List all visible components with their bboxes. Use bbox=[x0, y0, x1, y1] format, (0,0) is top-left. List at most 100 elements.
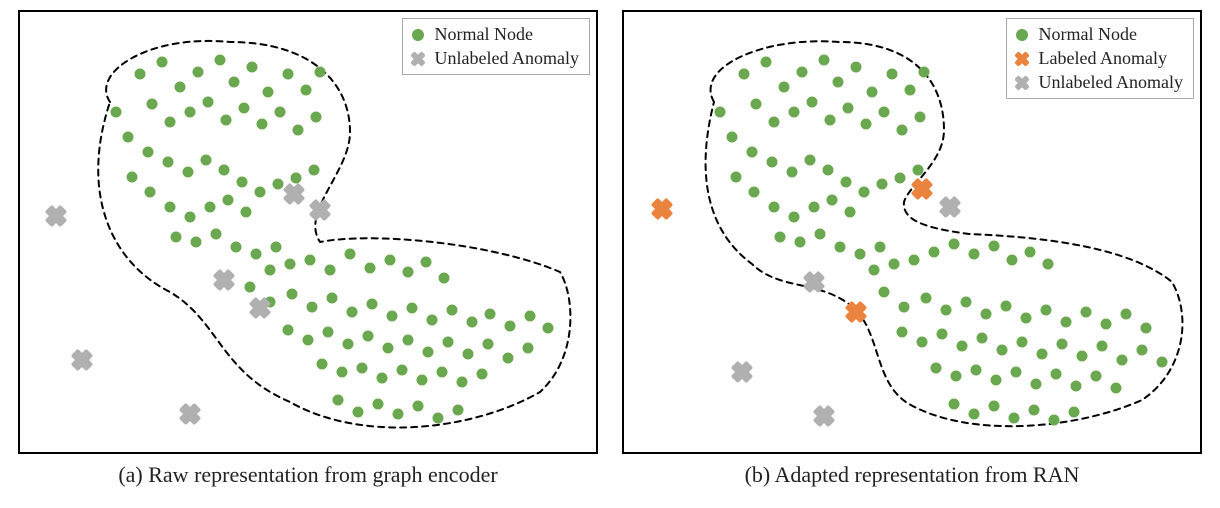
normal-node bbox=[1071, 381, 1082, 392]
normal-node bbox=[191, 237, 202, 248]
normal-node bbox=[779, 82, 790, 93]
normal-node bbox=[739, 69, 750, 80]
legend-label: Unlabeled Anomaly bbox=[435, 48, 579, 69]
normal-node bbox=[931, 363, 942, 374]
normal-node bbox=[383, 343, 394, 354]
normal-node bbox=[403, 267, 414, 278]
normal-node bbox=[165, 117, 176, 128]
normal-node bbox=[543, 323, 554, 334]
normal-node bbox=[221, 115, 232, 126]
normal-node bbox=[929, 247, 940, 258]
normal-node bbox=[1137, 345, 1148, 356]
normal-node bbox=[367, 299, 378, 310]
normal-node bbox=[287, 289, 298, 300]
normal-node bbox=[317, 359, 328, 370]
normal-node bbox=[1061, 317, 1072, 328]
normal-node bbox=[377, 373, 388, 384]
anomaly-marker bbox=[174, 398, 205, 429]
normal-node bbox=[775, 232, 786, 243]
normal-node bbox=[333, 395, 344, 406]
normal-node bbox=[325, 265, 336, 276]
normal-node bbox=[127, 172, 138, 183]
normal-node bbox=[961, 297, 972, 308]
legend-item: Unlabeled Anomaly bbox=[1013, 72, 1183, 93]
normal-node bbox=[307, 302, 318, 313]
normal-node bbox=[841, 177, 852, 188]
anomaly-marker bbox=[840, 296, 871, 327]
normal-node bbox=[467, 317, 478, 328]
normal-node bbox=[485, 309, 496, 320]
normal-node bbox=[795, 237, 806, 248]
normal-node bbox=[751, 99, 762, 110]
normal-node bbox=[251, 249, 262, 260]
dot-icon bbox=[1013, 26, 1031, 44]
normal-node bbox=[767, 157, 778, 168]
normal-node bbox=[393, 409, 404, 420]
anomaly-marker bbox=[906, 173, 937, 204]
normal-node bbox=[505, 321, 516, 332]
legend-item: Normal Node bbox=[1013, 24, 1183, 45]
normal-node bbox=[899, 302, 910, 313]
normal-node bbox=[889, 259, 900, 270]
normal-node bbox=[845, 207, 856, 218]
plot-b: Normal Node Labeled Anomaly Unlabeled Anom… bbox=[622, 10, 1202, 454]
normal-node bbox=[283, 325, 294, 336]
normal-node bbox=[157, 57, 168, 68]
anomaly-marker bbox=[40, 200, 71, 231]
normal-node bbox=[807, 97, 818, 108]
normal-node bbox=[823, 165, 834, 176]
normal-node bbox=[851, 62, 862, 73]
normal-node bbox=[257, 119, 268, 130]
normal-node bbox=[231, 242, 242, 253]
normal-node bbox=[879, 107, 890, 118]
normal-node bbox=[761, 57, 772, 68]
normal-node bbox=[769, 117, 780, 128]
normal-node bbox=[941, 305, 952, 316]
normal-node bbox=[835, 242, 846, 253]
normal-node bbox=[427, 315, 438, 326]
normal-node bbox=[407, 303, 418, 314]
normal-node bbox=[815, 229, 826, 240]
legend-item: Normal Node bbox=[409, 24, 579, 45]
normal-node bbox=[875, 242, 886, 253]
normal-node bbox=[165, 202, 176, 213]
normal-node bbox=[263, 87, 274, 98]
normal-node bbox=[895, 173, 906, 184]
normal-node bbox=[715, 107, 726, 118]
normal-node bbox=[1101, 319, 1112, 330]
normal-node bbox=[789, 212, 800, 223]
normal-node bbox=[205, 202, 216, 213]
normal-node bbox=[211, 229, 222, 240]
normal-node bbox=[861, 119, 872, 130]
normal-node bbox=[787, 167, 798, 178]
normal-node bbox=[523, 343, 534, 354]
normal-node bbox=[413, 401, 424, 412]
normal-node bbox=[271, 242, 282, 253]
normal-node bbox=[303, 335, 314, 346]
normal-node bbox=[949, 399, 960, 410]
normal-node bbox=[185, 107, 196, 118]
normal-node bbox=[525, 311, 536, 322]
normal-node bbox=[193, 67, 204, 78]
normal-node bbox=[1097, 341, 1108, 352]
normal-node bbox=[1009, 413, 1020, 424]
normal-node bbox=[265, 265, 276, 276]
legend: Normal Node Unlabeled Anomaly bbox=[402, 18, 590, 75]
normal-node bbox=[1051, 369, 1062, 380]
legend-item: Labeled Anomaly bbox=[1013, 48, 1183, 69]
normal-node bbox=[1069, 407, 1080, 418]
normal-node bbox=[229, 77, 240, 88]
normal-node bbox=[843, 103, 854, 114]
normal-node bbox=[343, 339, 354, 350]
normal-node bbox=[833, 77, 844, 88]
normal-node bbox=[1049, 415, 1060, 426]
panel-a: Normal NodeUnlabeled Anomaly (a) Raw rep… bbox=[18, 10, 598, 488]
normal-node bbox=[347, 307, 358, 318]
anomaly-marker bbox=[808, 400, 839, 431]
normal-node bbox=[477, 369, 488, 380]
normal-node bbox=[503, 353, 514, 364]
normal-node bbox=[245, 282, 256, 293]
normal-node bbox=[827, 195, 838, 206]
normal-node bbox=[1111, 383, 1122, 394]
legend-item: Unlabeled Anomaly bbox=[409, 48, 579, 69]
